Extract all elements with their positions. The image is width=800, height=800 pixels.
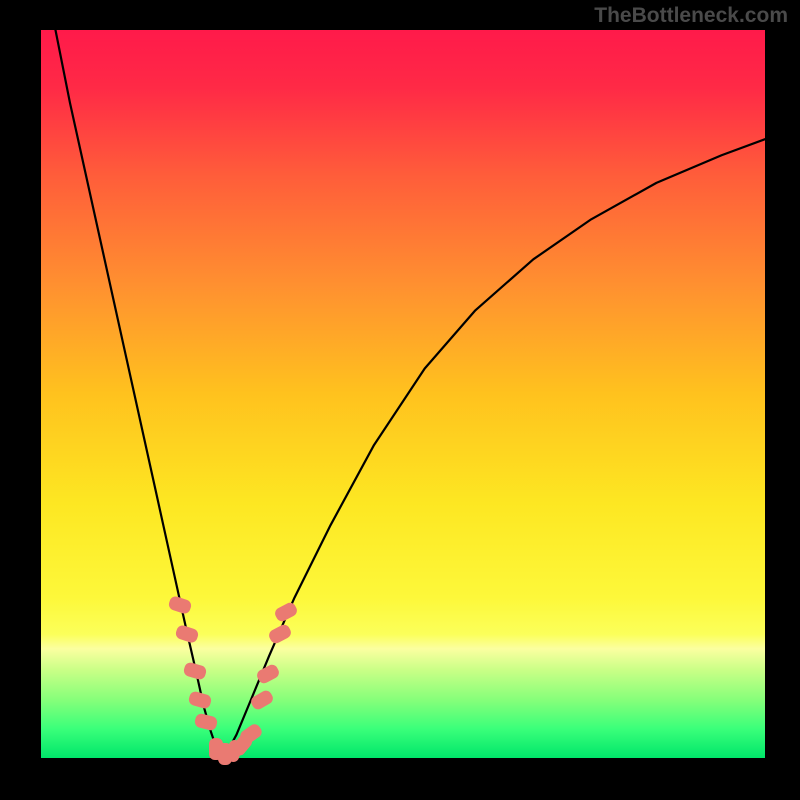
bottleneck-curve bbox=[41, 30, 765, 758]
watermark-text: TheBottleneck.com bbox=[594, 4, 788, 28]
plot-area bbox=[41, 30, 765, 758]
